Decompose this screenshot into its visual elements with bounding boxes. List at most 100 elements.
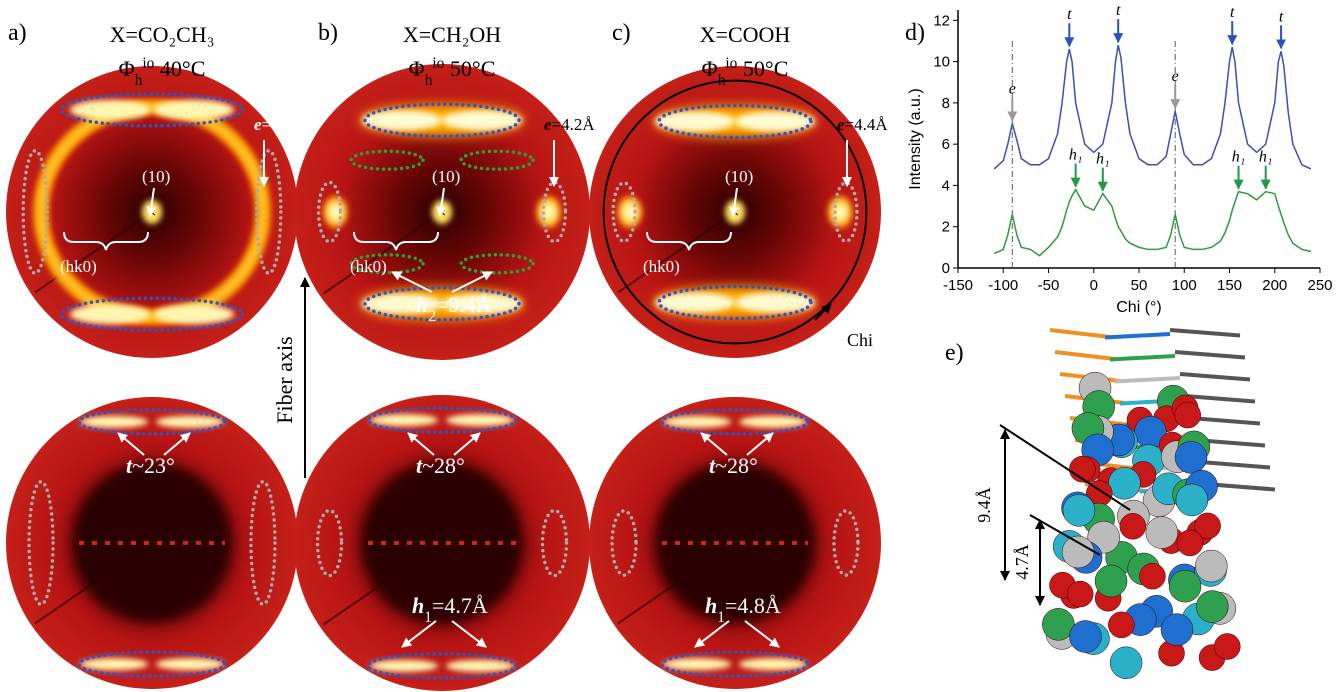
text-part: ~28°	[422, 453, 465, 478]
reflection	[154, 100, 234, 120]
peak-label: h₁	[1069, 147, 1083, 164]
reflection	[156, 658, 224, 670]
reflection	[370, 414, 438, 426]
panel-title: X=CH₂OH	[403, 22, 501, 47]
peak-label: e	[1009, 81, 1016, 98]
text-part: 2	[428, 308, 436, 325]
atom	[1108, 612, 1134, 638]
reflection	[70, 100, 150, 120]
text-part: h	[135, 72, 143, 89]
spacing-label: 9.4Å	[974, 487, 994, 523]
reflection	[370, 660, 438, 672]
stick	[1180, 374, 1250, 380]
x-tick-label: 150	[1217, 277, 1242, 294]
text-part: ~28°	[715, 453, 758, 478]
text-part: 40°C	[154, 56, 205, 81]
text-part: io	[725, 55, 737, 72]
reflection	[616, 194, 644, 230]
y-tick-label: 2	[942, 219, 950, 236]
x-tick-label: 0	[1090, 277, 1098, 294]
stick	[1050, 330, 1110, 337]
y-tick-label: 8	[942, 95, 950, 112]
x-tick-label: -150	[943, 277, 973, 294]
stick	[1055, 352, 1115, 359]
x-tick-label: -50	[1038, 277, 1060, 294]
panel-label: d)	[905, 20, 925, 46]
stick	[1200, 462, 1270, 468]
text-part: h	[705, 593, 717, 618]
atom	[1195, 550, 1227, 582]
panel-title: X=CO₂CH₃	[110, 22, 215, 47]
text-part: Φ	[409, 56, 425, 81]
plane-label: (hk0)	[60, 257, 97, 276]
reflection	[535, 194, 563, 230]
text-part: io	[432, 55, 444, 72]
atom	[1067, 581, 1093, 607]
peak-label: e	[1172, 68, 1179, 85]
molecular-model	[1000, 330, 1275, 679]
reflection-label: (10)	[725, 167, 753, 186]
chi-label: Chi	[847, 330, 873, 350]
atom	[1069, 621, 1101, 653]
atom	[1108, 467, 1140, 499]
tilt-label: t~23°	[126, 453, 175, 478]
spacing-label: 4.7Å	[1012, 544, 1032, 580]
fiber-axis-label: Fiber axis	[272, 336, 297, 423]
e-spacing-label: e=4.3Å	[254, 115, 305, 134]
text-part: Φ	[119, 56, 135, 81]
reflection	[446, 414, 514, 426]
text-part: io	[142, 55, 154, 72]
text-part: =4.8Å	[725, 593, 781, 618]
atom	[1177, 530, 1203, 556]
peak-label: h₁	[1232, 149, 1246, 166]
text-part: h	[412, 593, 424, 618]
y-tick-label: 6	[942, 136, 950, 153]
peak-label: t	[1279, 8, 1284, 25]
peak-label: t	[1230, 4, 1235, 21]
atom	[1110, 647, 1142, 679]
x-tick-label: 250	[1307, 277, 1332, 294]
x-axis-label: Chi (°)	[1116, 299, 1162, 316]
reflection	[826, 194, 854, 230]
panel-label: b)	[318, 20, 338, 46]
text-part: Φ	[702, 56, 718, 81]
stick	[1105, 334, 1170, 338]
tilt-label: t~28°	[709, 453, 758, 478]
y-tick-label: 12	[933, 12, 950, 29]
text-part: =9.4Å	[436, 292, 492, 317]
reflection	[446, 660, 514, 672]
stick	[1170, 330, 1240, 336]
text-part: =4.3Å	[262, 115, 306, 134]
e-spacing-label: e=4.2Å	[544, 115, 595, 134]
reflection	[739, 658, 807, 670]
stick	[1115, 378, 1180, 382]
atom	[1176, 484, 1208, 516]
x-tick-label: 50	[1131, 277, 1148, 294]
figure: ×××××× -150-100-500501001502002500246810…	[0, 0, 1343, 692]
reflection	[70, 304, 150, 324]
peak-label: h₁	[1259, 149, 1273, 166]
text-part: 50°C	[737, 56, 788, 81]
text-part: ~23°	[132, 453, 175, 478]
panel-label: c)	[612, 20, 631, 46]
text-part: 1	[424, 609, 432, 626]
text-part: h	[425, 72, 433, 89]
text-part: 50°C	[444, 56, 495, 81]
peak-label: t	[1116, 2, 1121, 19]
atom	[1175, 441, 1207, 473]
x-tick-label: 100	[1172, 277, 1197, 294]
panel-label: a)	[8, 20, 27, 46]
panel-label: e)	[945, 340, 964, 366]
atom	[1095, 565, 1127, 597]
atom	[1169, 570, 1201, 602]
reflection	[80, 658, 148, 670]
panel-title: X=COOH	[700, 22, 791, 47]
tilt-label: t~28°	[416, 453, 465, 478]
atom	[1196, 591, 1228, 623]
series-line	[994, 190, 1311, 256]
peak-label: h₁	[1096, 151, 1110, 168]
reflection	[154, 304, 234, 324]
plane-label: (hk0)	[350, 257, 387, 276]
reflection	[739, 416, 807, 428]
